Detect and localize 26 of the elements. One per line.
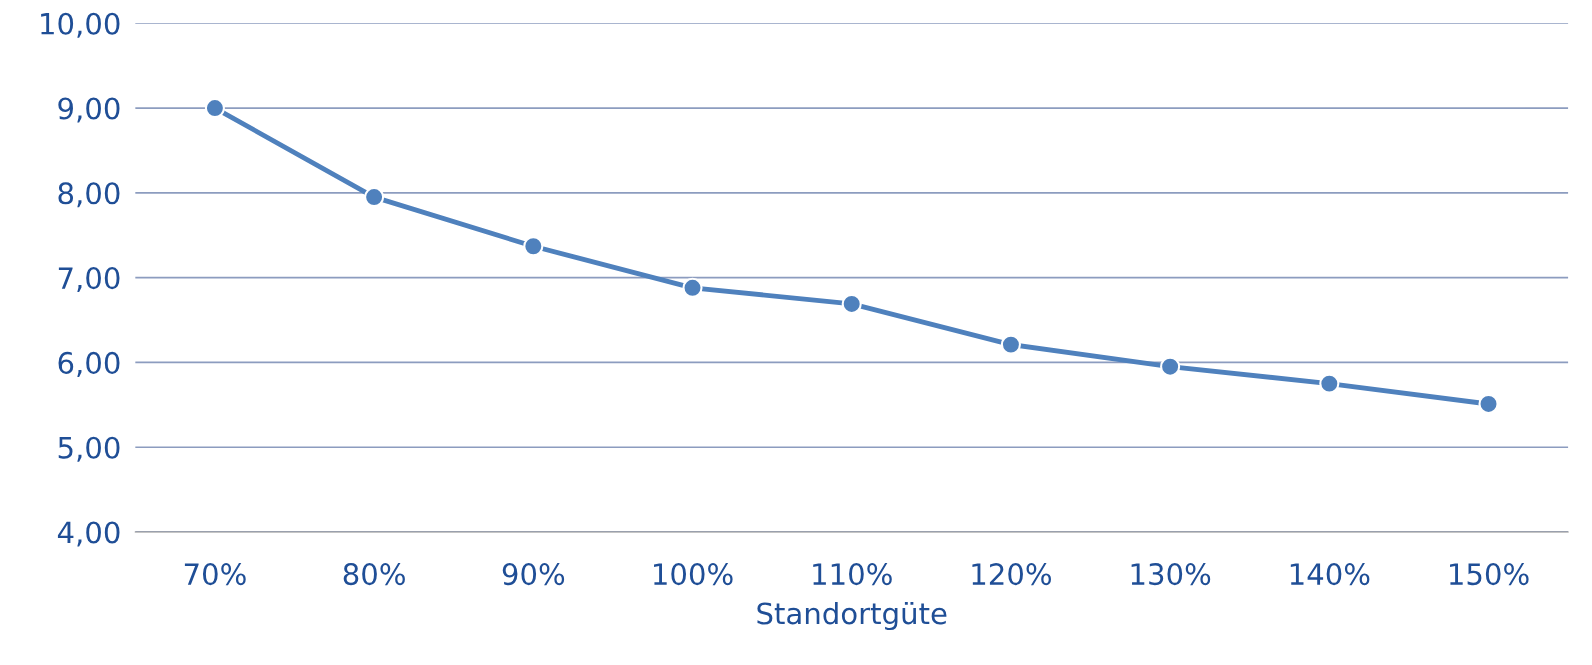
y-tick-label: 5,00 [58,436,120,462]
y-tick-label: 7,00 [58,267,120,293]
x-tick-label: 120% [972,563,1051,586]
y-tick-label: 9,00 [58,97,120,123]
x-tick-label: 130% [1131,563,1211,586]
y-tick-label: 4,00 [57,521,120,547]
point [1160,356,1181,377]
x-tick-label: 110% [813,563,892,586]
x-tick-label: 70% [184,563,246,586]
point [204,97,225,119]
x-tick-label: 150% [1450,563,1529,586]
point [523,236,544,257]
point [1000,334,1021,355]
point [1478,393,1499,415]
x-tick-label: 90% [502,563,565,586]
y-tick-label: 6,00 [58,351,120,377]
x-axis-title: Standortgüte [757,601,947,631]
x-tick-label: 140% [1290,563,1370,586]
point [682,277,703,298]
point [364,187,385,208]
point [841,293,862,314]
y-tick-label: 8,00 [58,182,120,208]
x-tick-label: 100% [654,563,733,586]
point [1319,373,1340,394]
x-tick-label: 80% [343,563,405,586]
y-tick-label: 10,00 [41,12,120,38]
